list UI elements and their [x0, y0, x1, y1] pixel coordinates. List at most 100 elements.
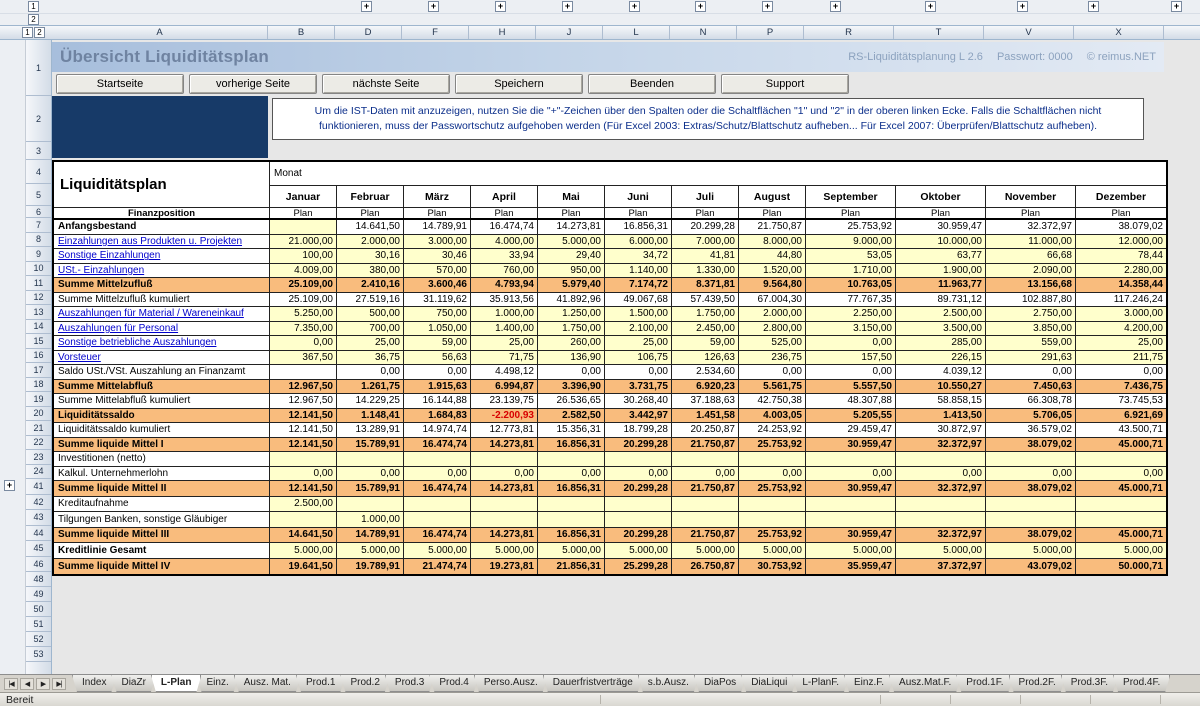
cell-n14[interactable]: 2.450,00	[672, 321, 739, 336]
cell-t43[interactable]	[896, 512, 986, 528]
cell-t7[interactable]: 30.959,47	[896, 220, 986, 235]
plan-header-januar[interactable]: Plan	[270, 208, 337, 218]
cell-r9[interactable]: 53,05	[806, 249, 896, 264]
cell-f10[interactable]: 570,00	[404, 263, 471, 278]
cell-p19[interactable]: 42.750,38	[739, 394, 806, 409]
sheet-tab-prod-2[interactable]: Prod.2	[340, 675, 389, 692]
cell-h19[interactable]: 23.139,75	[471, 394, 538, 409]
plan-header-oktober[interactable]: Plan	[896, 208, 986, 218]
cell-h21[interactable]: 12.773,81	[471, 423, 538, 438]
cell-j41[interactable]: 16.856,31	[538, 481, 605, 497]
cell-n41[interactable]: 21.750,87	[672, 481, 739, 497]
row-header-5[interactable]: 5	[26, 184, 51, 206]
cell-r20[interactable]: 5.205,55	[806, 408, 896, 423]
cell-p43[interactable]	[739, 512, 806, 528]
expand-column-group-icon[interactable]: +	[830, 1, 841, 12]
cell-h44[interactable]: 14.273,81	[471, 527, 538, 543]
row-outline-level-1-button[interactable]: 1	[22, 27, 33, 38]
cell-p22[interactable]: 25.753,92	[739, 437, 806, 452]
cell-h18[interactable]: 6.994,87	[471, 379, 538, 394]
cell-l7[interactable]: 16.856,31	[605, 220, 672, 235]
cell-r10[interactable]: 1.710,00	[806, 263, 896, 278]
row-header-44[interactable]: 44	[26, 526, 51, 541]
cell-v16[interactable]: 291,63	[986, 350, 1076, 365]
cell-b14[interactable]: 7.350,00	[270, 321, 337, 336]
cell-h43[interactable]	[471, 512, 538, 528]
plan-header-m-rz[interactable]: Plan	[404, 208, 471, 218]
cell-h24[interactable]: 0,00	[471, 466, 538, 481]
cell-h45[interactable]: 5.000,00	[471, 543, 538, 559]
cell-b42[interactable]: 2.500,00	[270, 496, 337, 512]
cell-n23[interactable]	[672, 452, 739, 467]
cell-d20[interactable]: 1.148,41	[337, 408, 404, 423]
row-header-53[interactable]: 53	[26, 647, 51, 662]
cell-r43[interactable]	[806, 512, 896, 528]
cell-v13[interactable]: 2.750,00	[986, 307, 1076, 322]
cell-v12[interactable]: 102.887,80	[986, 292, 1076, 307]
cell-a17[interactable]: Saldo USt./VSt. Auszahlung an Finanzamt	[54, 365, 270, 380]
cell-f9[interactable]: 30,46	[404, 249, 471, 264]
cell-d7[interactable]: 14.641,50	[337, 220, 404, 235]
cell-a18[interactable]: Summe Mittelabfluß	[54, 379, 270, 394]
expand-column-group-icon[interactable]: +	[925, 1, 936, 12]
cell-h7[interactable]: 16.474,74	[471, 220, 538, 235]
cell-r24[interactable]: 0,00	[806, 466, 896, 481]
cell-p11[interactable]: 9.564,80	[739, 278, 806, 293]
cell-x14[interactable]: 4.200,00	[1076, 321, 1166, 336]
sheet-tab-diapos[interactable]: DiaPos	[694, 675, 746, 692]
cell-v41[interactable]: 38.079,02	[986, 481, 1076, 497]
cell-l23[interactable]	[605, 452, 672, 467]
cell-b19[interactable]: 12.967,50	[270, 394, 337, 409]
cell-b9[interactable]: 100,00	[270, 249, 337, 264]
cell-x43[interactable]	[1076, 512, 1166, 528]
vorherige-seite-button[interactable]: vorherige Seite	[189, 74, 317, 94]
link-sonstige-betriebliche-auszahlungen[interactable]: Sonstige betriebliche Auszahlungen	[58, 337, 217, 349]
column-header-a[interactable]: A	[52, 26, 268, 39]
cell-t8[interactable]: 10.000,00	[896, 234, 986, 249]
cell-h8[interactable]: 4.000,00	[471, 234, 538, 249]
cell-l16[interactable]: 106,75	[605, 350, 672, 365]
cell-p44[interactable]: 25.753,92	[739, 527, 806, 543]
sheet-tab-einz[interactable]: Einz.	[196, 675, 238, 692]
cell-l41[interactable]: 20.299,28	[605, 481, 672, 497]
cell-x23[interactable]	[1076, 452, 1166, 467]
cell-t45[interactable]: 5.000,00	[896, 543, 986, 559]
sheet-tab-index[interactable]: Index	[72, 675, 116, 692]
cell-f11[interactable]: 3.600,46	[404, 278, 471, 293]
row-header-7[interactable]: 7	[26, 218, 51, 233]
cell-l19[interactable]: 30.268,40	[605, 394, 672, 409]
cell-p13[interactable]: 2.000,00	[739, 307, 806, 322]
sheet-tab-prod-4[interactable]: Prod.4	[429, 675, 478, 692]
cell-n43[interactable]	[672, 512, 739, 528]
cell-j43[interactable]	[538, 512, 605, 528]
cell-r22[interactable]: 30.959,47	[806, 437, 896, 452]
cell-b17[interactable]	[270, 365, 337, 380]
cell-x17[interactable]: 0,00	[1076, 365, 1166, 380]
cell-d18[interactable]: 1.261,75	[337, 379, 404, 394]
cell-d8[interactable]: 2.000,00	[337, 234, 404, 249]
cell-t41[interactable]: 32.372,97	[896, 481, 986, 497]
cell-d12[interactable]: 27.519,16	[337, 292, 404, 307]
sheet-tab-prod-1f[interactable]: Prod.1F.	[956, 675, 1013, 692]
cell-n45[interactable]: 5.000,00	[672, 543, 739, 559]
cell-j21[interactable]: 15.356,31	[538, 423, 605, 438]
cell-b8[interactable]: 21.000,00	[270, 234, 337, 249]
cell-j24[interactable]: 0,00	[538, 466, 605, 481]
cell-r42[interactable]	[806, 496, 896, 512]
cell-v20[interactable]: 5.706,05	[986, 408, 1076, 423]
last-sheet-button[interactable]: ▶|	[52, 677, 66, 690]
row-header-18[interactable]: 18	[26, 378, 51, 392]
cell-p20[interactable]: 4.003,05	[739, 408, 806, 423]
cell-l45[interactable]: 5.000,00	[605, 543, 672, 559]
cell-f13[interactable]: 750,00	[404, 307, 471, 322]
cell-a8[interactable]: Einzahlungen aus Produkten u. Projekten	[54, 234, 270, 249]
plan-header-juni[interactable]: Plan	[605, 208, 672, 218]
cell-p8[interactable]: 8.000,00	[739, 234, 806, 249]
cell-t20[interactable]: 1.413,50	[896, 408, 986, 423]
cell-h16[interactable]: 71,75	[471, 350, 538, 365]
expand-column-group-icon[interactable]: +	[361, 1, 372, 12]
cell-n8[interactable]: 7.000,00	[672, 234, 739, 249]
cell-b7[interactable]	[270, 220, 337, 235]
row-header-50[interactable]: 50	[26, 602, 51, 617]
column-header-t[interactable]: T	[894, 26, 984, 39]
